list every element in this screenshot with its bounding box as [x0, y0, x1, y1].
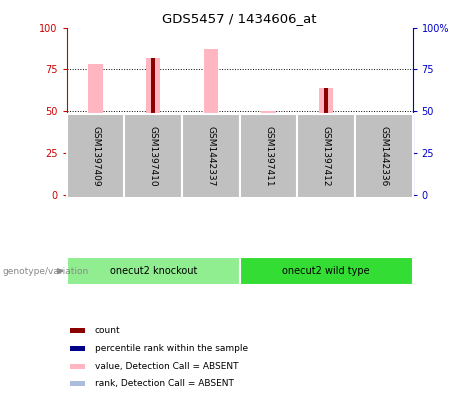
Text: percentile rank within the sample: percentile rank within the sample [95, 344, 248, 353]
Text: onecut2 wild type: onecut2 wild type [282, 266, 370, 276]
Bar [240, 114, 297, 198]
Bar [297, 114, 355, 198]
Bar [182, 114, 240, 198]
Text: GSM1442337: GSM1442337 [207, 126, 215, 186]
Bar [152, 116, 154, 195]
Text: GSM1442336: GSM1442336 [379, 126, 388, 186]
Bar [266, 131, 271, 195]
Bar [324, 128, 328, 195]
Bar [382, 178, 386, 195]
Bar [95, 116, 97, 195]
Bar [70, 329, 85, 333]
Bar [94, 116, 98, 195]
Bar [67, 257, 240, 285]
Bar [261, 111, 276, 195]
Text: count: count [95, 327, 120, 335]
Bar [325, 128, 327, 195]
Bar [319, 88, 333, 195]
Bar [89, 64, 103, 195]
Text: GSM1397411: GSM1397411 [264, 126, 273, 187]
Bar [204, 49, 218, 195]
Bar [267, 131, 270, 195]
Bar [210, 118, 212, 195]
Bar [70, 364, 85, 369]
Bar [67, 114, 124, 198]
Text: onecut2 knockout: onecut2 knockout [110, 266, 197, 276]
Bar [240, 257, 413, 285]
Title: GDS5457 / 1434606_at: GDS5457 / 1434606_at [162, 12, 317, 25]
Text: genotype/variation: genotype/variation [2, 267, 89, 275]
Text: rank, Detection Call = ABSENT: rank, Detection Call = ABSENT [95, 380, 233, 388]
Text: GSM1397410: GSM1397410 [149, 126, 158, 187]
Bar [70, 346, 85, 351]
Text: value, Detection Call = ABSENT: value, Detection Call = ABSENT [95, 362, 238, 371]
Bar [209, 118, 213, 195]
Bar [151, 57, 155, 195]
Text: GSM1397409: GSM1397409 [91, 126, 100, 187]
Bar [324, 88, 328, 195]
Bar [355, 114, 413, 198]
Text: GSM1397412: GSM1397412 [322, 126, 331, 186]
Bar [146, 57, 160, 195]
Bar [377, 186, 391, 195]
Bar [124, 114, 182, 198]
Bar [70, 382, 85, 386]
